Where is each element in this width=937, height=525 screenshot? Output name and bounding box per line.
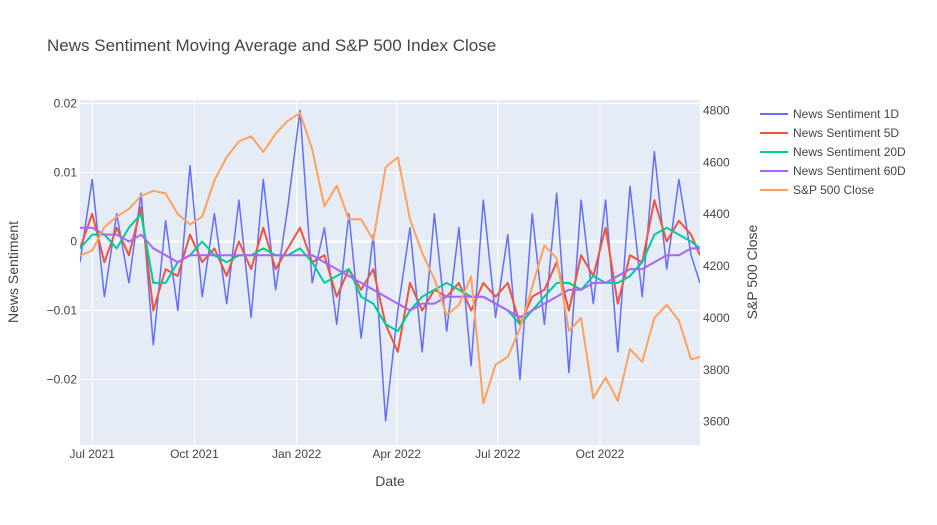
y2-tick-label: 4800: [703, 103, 730, 117]
legend-label: S&P 500 Close: [793, 183, 874, 197]
y2-tick-label: 3800: [703, 363, 730, 377]
legend-label: News Sentiment 60D: [793, 164, 906, 178]
series-line-news-sentiment-5d: [80, 199, 700, 353]
x-tick-label: Apr 2022: [372, 447, 421, 461]
y-tick-label: −0.02: [47, 372, 78, 386]
y-tick-label: 0.02: [54, 96, 78, 110]
y2-tick-label: 4600: [703, 155, 730, 169]
y2-tick-label: 3600: [703, 415, 730, 429]
x-tick-label: Jul 2021: [70, 447, 116, 461]
x-tick-label: Oct 2021: [170, 447, 219, 461]
y2-tick-label: 4200: [703, 259, 730, 273]
y-tick-label: 0: [70, 234, 77, 248]
y2-tick-label: 4000: [703, 311, 730, 325]
y-tick-label: −0.01: [47, 303, 78, 317]
legend-label: News Sentiment 1D: [793, 107, 899, 121]
y2-tick-label: 4400: [703, 207, 730, 221]
x-axis-label: Date: [375, 473, 405, 489]
y-axis-label: News Sentiment: [5, 221, 21, 323]
legend-label: News Sentiment 5D: [793, 126, 899, 140]
x-tick-label: Oct 2022: [576, 447, 625, 461]
axes: Jul 2021 Oct 2021 Jan 2022 Apr 2022 Jul 2022…: [47, 96, 730, 461]
legend-item[interactable]: News Sentiment 20D: [760, 145, 906, 159]
legend-item[interactable]: News Sentiment 60D: [760, 164, 906, 178]
legend[interactable]: News Sentiment 1D News Sentiment 5D News S…: [760, 107, 906, 197]
series-lines: [80, 109, 700, 422]
series-line-news-sentiment-60d: [80, 226, 700, 319]
x-tick-label: Jul 2022: [475, 447, 521, 461]
legend-item[interactable]: News Sentiment 1D: [760, 107, 899, 121]
y-tick-label: 0.01: [54, 165, 78, 179]
legend-label: News Sentiment 20D: [793, 145, 906, 159]
series-line-s-p-500-close: [80, 112, 700, 405]
y2-axis-label: S&P 500 Close: [744, 224, 760, 319]
x-tick-label: Jan 2022: [272, 447, 322, 461]
legend-item[interactable]: S&P 500 Close: [760, 183, 874, 197]
legend-item[interactable]: News Sentiment 5D: [760, 126, 899, 140]
chart-title: News Sentiment Moving Average and S&P 50…: [47, 36, 496, 55]
